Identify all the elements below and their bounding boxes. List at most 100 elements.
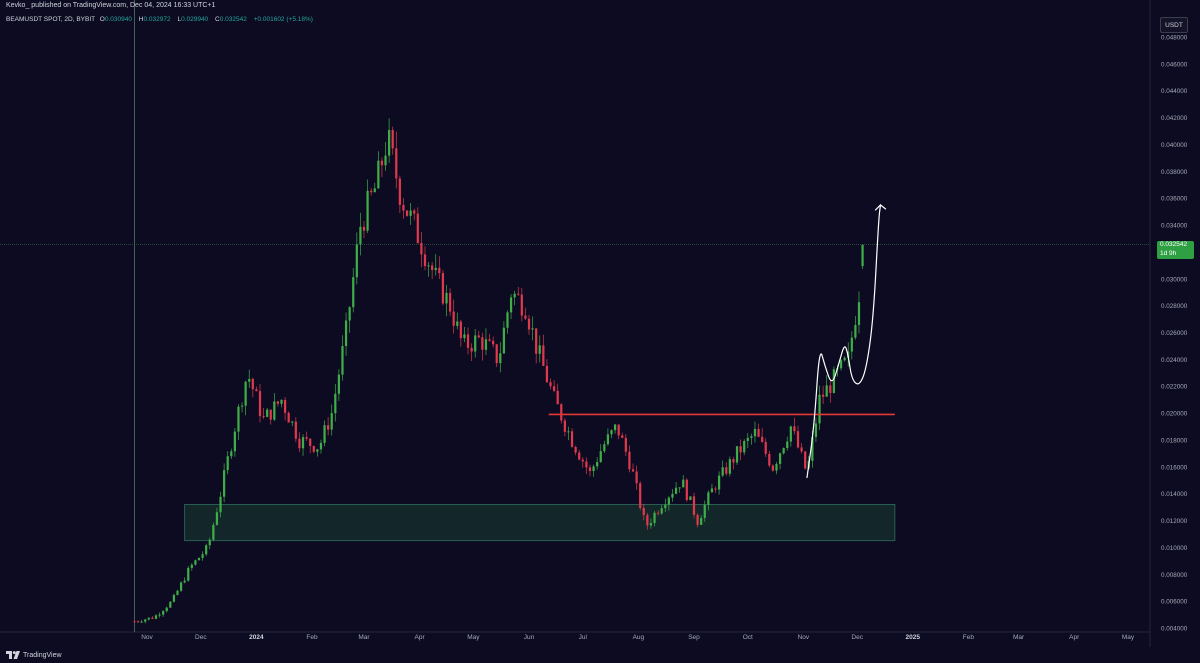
candle-body xyxy=(183,580,186,583)
candle-body xyxy=(768,453,771,466)
candle-body xyxy=(613,424,617,431)
candle-body xyxy=(273,401,276,420)
candle-body xyxy=(789,426,792,442)
x-tick-label: Dec xyxy=(851,634,863,641)
candle-body xyxy=(219,496,222,513)
candle-body xyxy=(703,504,706,518)
candle-body xyxy=(309,438,312,446)
bar-countdown: 1d 9h xyxy=(1160,249,1177,257)
x-tick-label: 2025 xyxy=(906,634,921,641)
candle-body xyxy=(237,406,240,432)
candle-body xyxy=(631,469,635,472)
close-label: C xyxy=(215,16,220,23)
candle-body xyxy=(728,459,731,474)
candle-body xyxy=(362,226,366,231)
candle-body xyxy=(513,293,516,298)
candle-body xyxy=(649,522,653,526)
low-value: 0.029940 xyxy=(181,16,209,23)
candle-body xyxy=(190,564,193,568)
candle-body xyxy=(158,614,161,616)
currency-button[interactable]: USDT xyxy=(1160,17,1188,33)
candle-body xyxy=(344,320,348,347)
candle-body xyxy=(470,347,473,352)
candle-body xyxy=(800,447,803,452)
high-label: H xyxy=(138,16,144,23)
candle-body xyxy=(542,345,545,366)
candle-body xyxy=(560,404,563,421)
candle-body xyxy=(205,545,208,555)
candle-body xyxy=(710,488,714,493)
candle-body xyxy=(714,488,717,490)
candle-body xyxy=(431,265,434,271)
candle-body xyxy=(796,431,800,448)
change-value: +0.001602 (+5.18%) xyxy=(253,16,313,23)
candle-body xyxy=(567,431,570,433)
x-tick-label: Mar xyxy=(358,634,370,641)
candle-body xyxy=(664,504,667,509)
candle-body xyxy=(287,412,290,423)
candle-body xyxy=(527,318,531,330)
candle-body xyxy=(782,448,785,454)
candle-body xyxy=(617,424,620,436)
candle-body xyxy=(653,512,656,523)
y-tick-label: 0.030000 xyxy=(1161,276,1188,283)
y-tick-label: 0.036000 xyxy=(1161,196,1188,203)
candle-body xyxy=(610,430,613,435)
x-tick-label: Feb xyxy=(963,634,975,641)
candle-body xyxy=(757,428,760,437)
candle-body xyxy=(348,307,351,321)
candle-body xyxy=(839,360,843,369)
candle-body xyxy=(535,328,538,354)
tradingview-brand[interactable]: TradingView xyxy=(6,650,62,660)
candle-body xyxy=(689,496,692,501)
candle-body xyxy=(162,611,165,615)
candle-body xyxy=(283,399,287,413)
candle-body xyxy=(552,386,556,391)
candle-body xyxy=(179,582,183,591)
y-tick-label: 0.022000 xyxy=(1161,384,1188,391)
candle-body xyxy=(136,621,140,623)
y-tick-label: 0.026000 xyxy=(1161,330,1188,337)
candle-body xyxy=(524,315,527,319)
candle-body xyxy=(140,621,143,623)
candle-body xyxy=(133,621,136,623)
candle-body xyxy=(334,393,337,414)
candle-body xyxy=(427,265,430,267)
candle-body xyxy=(405,210,409,216)
candle-body xyxy=(316,449,319,452)
candle-body xyxy=(305,437,308,439)
candle-body xyxy=(692,496,696,515)
candle-body xyxy=(660,508,663,514)
candle-body xyxy=(312,445,315,452)
candle-body xyxy=(255,389,258,392)
candle-body xyxy=(398,178,401,205)
candle-body xyxy=(499,353,502,364)
candle-body xyxy=(269,409,272,420)
candle-body xyxy=(531,328,534,330)
candle-body xyxy=(556,390,559,405)
candle-body xyxy=(674,487,678,494)
candle-body xyxy=(804,451,807,469)
symbol-text: BEAMUSDT SPOT, 2D, BYBIT xyxy=(6,16,95,23)
candle-body xyxy=(448,292,452,312)
x-tick-label: Mar xyxy=(1013,634,1025,641)
candle-body xyxy=(854,324,857,338)
candle-body xyxy=(438,267,441,274)
candle-body xyxy=(251,378,254,390)
brand-name: TradingView xyxy=(23,651,62,659)
candle-body xyxy=(578,452,581,460)
candle-body xyxy=(667,497,670,505)
candle-body xyxy=(621,435,624,438)
candle-body xyxy=(456,321,459,326)
candle-body xyxy=(172,594,176,602)
candle-body xyxy=(423,254,427,267)
candle-body xyxy=(671,493,674,498)
high-value: 0.032972 xyxy=(143,16,171,23)
symbol-legend: BEAMUSDT SPOT, 2D, BYBIT O0.030940 H0.03… xyxy=(6,16,313,28)
candle-body xyxy=(753,428,757,437)
candle-body xyxy=(707,492,710,505)
y-tick-label: 0.010000 xyxy=(1161,545,1188,552)
candle-body xyxy=(280,399,283,404)
